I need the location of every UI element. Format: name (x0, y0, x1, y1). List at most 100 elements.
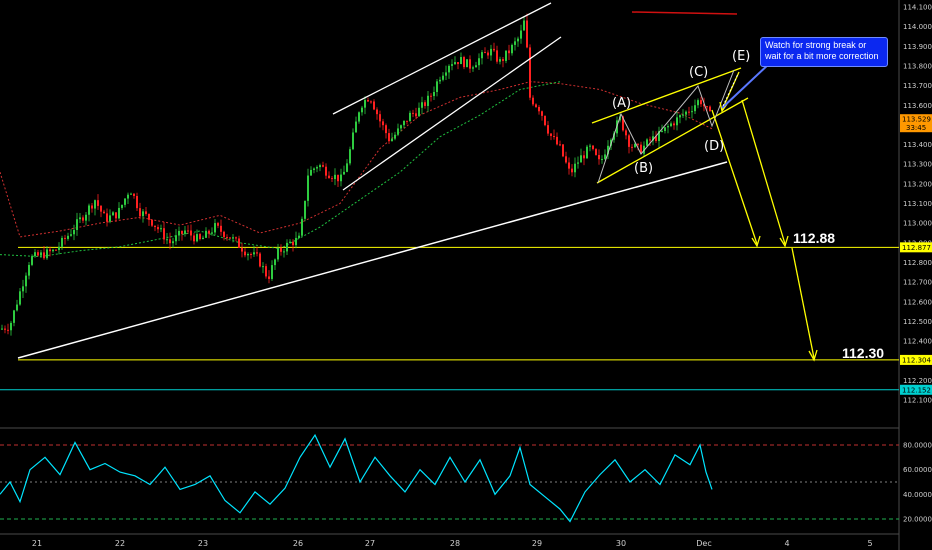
candle-body (691, 111, 693, 113)
rsi-tick-label: 80.0000 (903, 442, 932, 450)
candle-body (433, 91, 435, 97)
time-axis[interactable]: 21 22 23 26 27 28 29 30 Dec 4 5 (32, 539, 873, 548)
candle-body (370, 101, 372, 103)
arrow-head-b (719, 101, 728, 113)
candle-body (682, 114, 684, 116)
candle-body (43, 252, 45, 259)
candle-body (7, 329, 9, 331)
candle-body (661, 131, 663, 133)
rsi-axis[interactable]: 80.0000 60.0000 40.0000 20.0000 (903, 442, 932, 524)
candle-body (424, 102, 426, 106)
candle-body (535, 104, 537, 107)
wave-path (597, 69, 735, 184)
forecast-path-c (741, 99, 786, 245)
candle-body (19, 291, 21, 305)
candle-body (67, 235, 69, 239)
candle-body (493, 48, 495, 51)
channel-lower-line (342, 36, 562, 191)
candle-body (103, 211, 105, 214)
candle-body (487, 52, 489, 56)
wave-label-d: (D) (704, 139, 724, 154)
candle-body (52, 249, 54, 252)
candle-body (520, 30, 522, 39)
candle-body (49, 249, 51, 252)
candle-body (379, 114, 381, 122)
time-tick-label: 5 (867, 539, 872, 548)
forecast-path-a (711, 109, 758, 245)
candle-body (190, 230, 192, 236)
annotation-note[interactable]: Watch for strong break or wait for a bit… (760, 37, 888, 67)
channel-upper-line (332, 2, 552, 115)
candle-body (466, 59, 468, 68)
candle-body (460, 57, 462, 65)
candle-body (484, 52, 486, 54)
candle-body (118, 207, 120, 219)
candle-body (547, 125, 549, 134)
candle-body (274, 259, 276, 266)
candle-body (58, 246, 60, 250)
candle-body (178, 230, 180, 236)
current-price-text: 113.529 (902, 116, 931, 124)
price-axis[interactable]: 114.100 114.000 113.900 113.800 113.700 113.6… (903, 4, 932, 405)
price-tick-label: 112.800 (903, 259, 932, 267)
candle-body (664, 127, 666, 132)
candle-body (595, 149, 597, 155)
candle-body (694, 105, 696, 112)
candle-body (607, 145, 609, 155)
candle-body (631, 146, 633, 148)
candle-body (559, 144, 561, 146)
level-price-tag (900, 354, 932, 365)
candle-body (46, 249, 48, 259)
candle-body (145, 211, 147, 214)
candle-body (655, 136, 657, 142)
candle-body (340, 174, 342, 182)
price-tick-label: 113.800 (903, 62, 932, 70)
candle-body (388, 133, 390, 142)
candle-body (679, 115, 681, 118)
candle-body (598, 154, 600, 160)
candle-body (670, 123, 672, 127)
candle-body (592, 145, 594, 150)
candle-body (376, 109, 378, 115)
level-price-tag (900, 384, 932, 395)
candle-body (244, 251, 246, 256)
candle-body (688, 111, 690, 113)
wedge-lower-line (596, 97, 749, 184)
time-tick-label: 22 (115, 539, 125, 548)
candle-body (571, 168, 573, 173)
candle-body (442, 75, 444, 80)
price-tick-label: 112.100 (903, 397, 932, 405)
time-tick-label: 21 (32, 539, 42, 548)
candle-body (238, 238, 240, 248)
candle-body (292, 241, 294, 246)
candle-body (226, 237, 228, 239)
note-pointer (721, 61, 772, 109)
candle-body (28, 264, 30, 276)
arrow-head-c (779, 235, 789, 248)
price-tick-label: 112.200 (903, 377, 932, 385)
time-tick-label: 4 (784, 539, 789, 548)
price-tick-label: 113.700 (903, 82, 932, 90)
candle-body (658, 131, 660, 142)
candle-body (355, 121, 357, 133)
candle-body (601, 158, 603, 160)
candle-body (265, 266, 267, 277)
candle-body (277, 248, 279, 260)
candle-body (154, 225, 156, 228)
level-price-tag (900, 242, 932, 253)
candle-body (142, 211, 144, 217)
candle-body (403, 120, 405, 126)
candle-body (496, 50, 498, 62)
price-tick-label: 113.900 (903, 43, 932, 51)
candle-body (574, 163, 576, 173)
candle-body (331, 178, 333, 180)
candle-body (133, 193, 135, 196)
candle-body (160, 228, 162, 230)
candle-body (283, 251, 285, 253)
candle-body (217, 223, 219, 226)
candle-body (457, 62, 459, 65)
candle-body (364, 100, 366, 108)
candle-body (289, 241, 291, 243)
wave-label-a: (A) (612, 96, 631, 111)
